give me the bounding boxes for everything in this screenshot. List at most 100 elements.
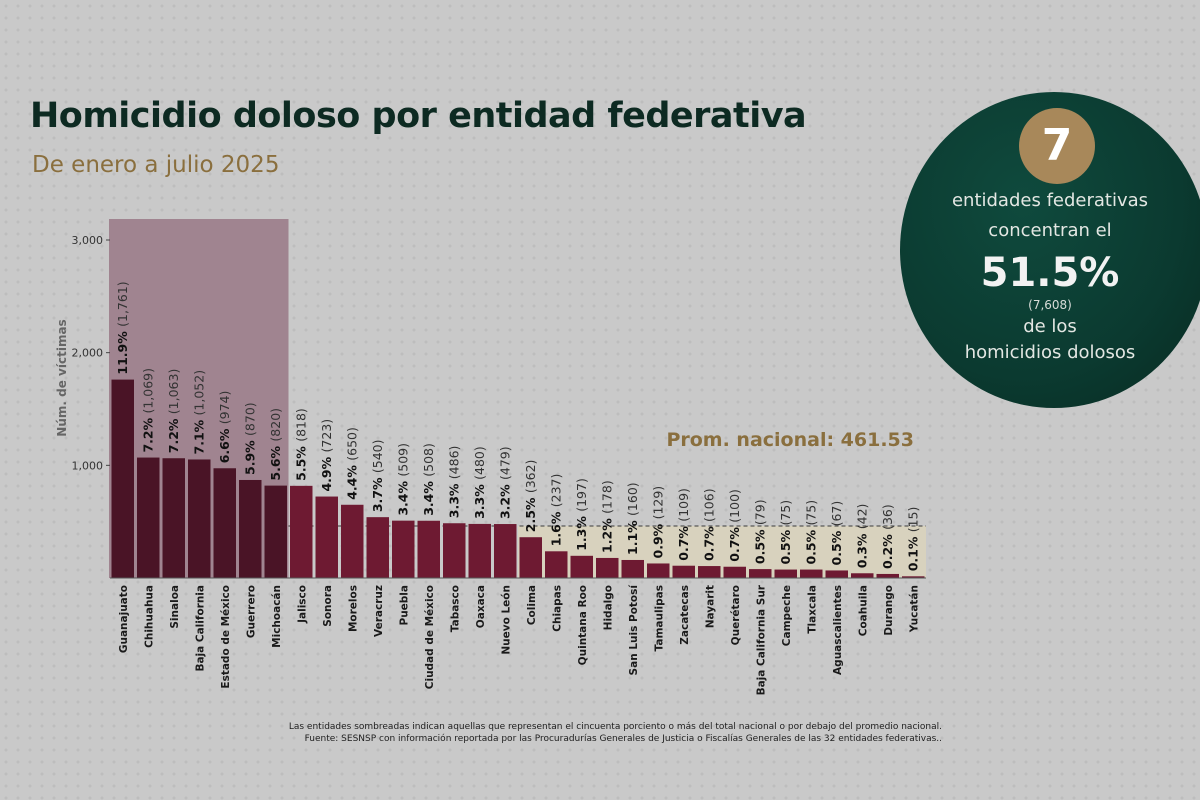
category-label: Colima xyxy=(526,585,538,625)
y-tick-label: 2,000 xyxy=(72,347,104,360)
data-label: 0.7% (100) xyxy=(727,489,742,562)
y-tick-label: 3,000 xyxy=(72,234,104,247)
badge-count: (7,608) xyxy=(1028,298,1072,312)
chart-subtitle: De enero a julio 2025 xyxy=(32,152,280,178)
category-label: Oaxaca xyxy=(475,585,487,628)
data-label: 3.2% (479) xyxy=(497,446,512,519)
data-label: 3.3% (480) xyxy=(472,446,487,519)
category-label: Sonora xyxy=(322,585,334,627)
average-label: Prom. nacional: 461.53 xyxy=(666,429,914,451)
data-label: 4.9% (723) xyxy=(319,419,334,492)
bar xyxy=(494,524,517,578)
bar xyxy=(774,569,797,578)
data-label: 5.5% (818) xyxy=(293,408,308,481)
data-label: 2.5% (362) xyxy=(523,460,538,533)
category-label: Zacatecas xyxy=(679,585,691,645)
bar xyxy=(570,555,593,578)
bar xyxy=(749,569,772,578)
data-label: 3.3% (486) xyxy=(446,446,461,519)
data-label: 1.1% (160) xyxy=(625,482,640,555)
bar xyxy=(188,459,211,578)
bar xyxy=(902,576,925,578)
data-label: 4.4% (650) xyxy=(344,427,359,500)
summary-badge: 7 entidades federativas concentran el 51… xyxy=(900,92,1200,408)
data-label: 0.3% (42) xyxy=(854,504,869,569)
category-label: Guerrero xyxy=(245,585,257,638)
category-label: Yucatán xyxy=(908,585,920,633)
data-label: 7.2% (1,069) xyxy=(140,368,155,453)
bar xyxy=(366,517,389,578)
category-label: Querétaro xyxy=(730,585,742,645)
data-label: 1.3% (197) xyxy=(574,478,589,551)
category-label: Baja California xyxy=(194,585,206,672)
data-label: 3.4% (509) xyxy=(395,443,410,516)
bar xyxy=(443,523,466,578)
category-label: Aguascalientes xyxy=(832,585,844,675)
category-label: Chihuahua xyxy=(143,585,155,648)
bar xyxy=(647,563,670,578)
bar xyxy=(800,569,823,578)
bar xyxy=(876,573,899,578)
bar xyxy=(239,479,262,578)
category-label: Puebla xyxy=(398,585,410,626)
bar xyxy=(315,496,338,578)
badge-percent: 51.5% xyxy=(980,250,1120,296)
bar xyxy=(596,557,619,578)
category-label: Campeche xyxy=(781,585,793,646)
category-label: Tamaulipas xyxy=(653,585,665,651)
data-label: 7.2% (1,063) xyxy=(166,369,181,454)
bar xyxy=(698,566,721,578)
category-label: Michoacán xyxy=(271,585,283,648)
data-label: 3.7% (540) xyxy=(370,440,385,513)
badge-text-line3: de los xyxy=(1023,316,1077,337)
data-label: 1.2% (178) xyxy=(599,480,614,553)
category-label: Chiapas xyxy=(551,585,563,632)
bar xyxy=(825,570,848,578)
category-label: Tabasco xyxy=(449,585,461,632)
data-label: 0.5% (79) xyxy=(752,499,767,564)
bar xyxy=(468,523,491,578)
badge-text-line1: entidades federativas xyxy=(951,190,1149,211)
category-label: San Luis Potosí xyxy=(628,584,640,676)
bar xyxy=(672,565,695,578)
badge-text-line2: concentran el xyxy=(988,220,1112,241)
bar xyxy=(417,520,440,578)
data-label: 5.9% (870) xyxy=(242,402,257,475)
category-label: Estado de México xyxy=(220,585,232,689)
bar xyxy=(290,485,313,578)
data-label: 3.4% (508) xyxy=(421,443,436,516)
y-tick-label: 1,000 xyxy=(72,459,104,472)
category-label: Nayarit xyxy=(704,585,716,628)
chart-title: Homicidio doloso por entidad federativa xyxy=(30,96,807,136)
category-label: Sinaloa xyxy=(169,585,181,629)
category-label: Hidalgo xyxy=(602,585,614,630)
data-label: 6.6% (974) xyxy=(217,391,232,464)
category-label: Morelos xyxy=(347,585,359,632)
bar xyxy=(519,537,542,578)
badge-number: 7 xyxy=(1019,108,1095,184)
data-label: 0.9% (129) xyxy=(650,486,665,559)
data-label: 0.7% (106) xyxy=(701,488,716,561)
category-label: Baja California Sur xyxy=(755,584,767,695)
category-label: Coahuila xyxy=(857,585,869,636)
data-label: 5.6% (820) xyxy=(268,408,283,481)
bar xyxy=(341,504,364,578)
bar xyxy=(137,457,160,578)
data-label: 0.1% (15) xyxy=(905,507,920,572)
bar xyxy=(264,485,287,578)
category-label: Veracruz xyxy=(373,585,385,637)
category-label: Quintana Roo xyxy=(577,585,589,665)
bar xyxy=(392,520,415,578)
bar xyxy=(723,566,746,578)
data-label: 11.9% (1,761) xyxy=(115,281,130,374)
footnote-note: Las entidades sombreadas indican aquella… xyxy=(288,722,942,732)
category-label: Tlaxcala xyxy=(806,585,818,634)
bar xyxy=(162,458,185,578)
category-label: Jalisco xyxy=(296,585,308,624)
badge-text-line4: homicidios dolosos xyxy=(964,342,1136,363)
y-axis-label: Núm. de víctimas xyxy=(55,319,69,436)
bar xyxy=(851,573,874,578)
data-label: 0.5% (75) xyxy=(778,500,793,565)
data-label: 1.6% (237) xyxy=(548,474,563,547)
data-label: 0.5% (75) xyxy=(803,500,818,565)
